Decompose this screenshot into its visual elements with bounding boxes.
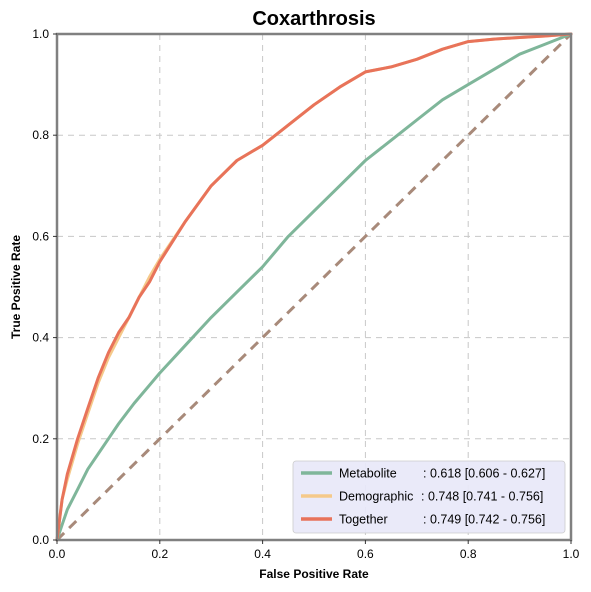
legend-items: Metabolite : 0.618 [0.606 - 0.627] Demogra… [301,467,545,527]
x-tick-label: 1.0 [563,547,580,561]
legend-label-metabolite: Metabolite [339,467,397,481]
plot-area [55,32,573,542]
y-tick-label: 0.8 [32,128,49,142]
y-axis-ticks: 0.0 0.2 0.4 0.6 0.8 1.0 [32,27,57,547]
y-tick-label: 1.0 [32,27,49,41]
x-tick-label: 0.6 [357,547,374,561]
legend-label-together: Together [339,513,388,527]
x-axis-ticks: 0.0 0.2 0.4 0.6 0.8 1.0 [49,540,580,561]
legend-box [292,460,566,534]
chart-title: Coxarthrosis [252,8,375,30]
x-tick-label: 0.0 [49,547,66,561]
series-line-metabolite [55,32,573,542]
legend-value-together: : 0.749 [0.742 - 0.756] [423,513,545,527]
y-tick-label: 0.0 [32,533,49,547]
grid [57,34,571,540]
x-axis-label: False Positive Rate [259,567,369,581]
x-tick-label: 0.4 [254,547,271,561]
legend-value-demographic: : 0.748 [0.741 - 0.756] [421,490,543,504]
chance-reference-line [55,32,573,542]
x-tick-label: 0.2 [151,547,168,561]
y-tick-label: 0.6 [32,229,49,243]
series-line-together [55,32,573,542]
legend-label-demographic: Demographic [339,490,413,504]
x-tick-label: 0.8 [460,547,477,561]
plot-frame [55,32,573,542]
legend-value-metabolite: : 0.618 [0.606 - 0.627] [423,467,545,481]
y-tick-label: 0.2 [32,432,49,446]
y-tick-label: 0.4 [32,331,49,345]
y-axis-label: True Positive Rate [9,235,23,339]
legend: Metabolite : 0.618 [0.606 - 0.627] Demogra… [292,460,566,534]
